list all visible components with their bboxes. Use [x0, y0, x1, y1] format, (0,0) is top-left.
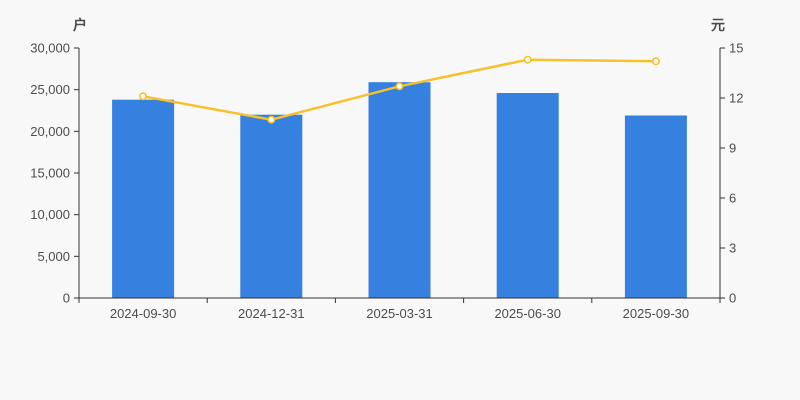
axis-labels: 0 5,000 10,000 15,000 20,000 25,000 30,000 0 3 6 9… — [30, 41, 743, 322]
x-category-label: 2024-09-30 — [110, 306, 177, 321]
bar-2024-09-30[interactable] — [112, 99, 175, 298]
left-tick-label: 0 — [63, 291, 70, 306]
line-point-2025-03-31[interactable] — [395, 82, 404, 91]
bar-2024-12-31[interactable] — [240, 114, 303, 298]
left-tick-label: 25,000 — [30, 82, 70, 97]
right-tick-label: 12 — [729, 91, 743, 106]
x-category-label: 2025-06-30 — [494, 306, 561, 321]
left-tick-label: 20,000 — [30, 124, 70, 139]
left-tick-label: 10,000 — [30, 207, 70, 222]
line-series — [139, 55, 660, 124]
right-axis-unit-label: 元 — [711, 17, 725, 33]
right-tick-label: 6 — [729, 191, 736, 206]
x-category-label: 2025-09-30 — [623, 306, 690, 321]
bar-2025-03-31[interactable] — [368, 82, 431, 298]
x-category-label: 2024-12-31 — [238, 306, 305, 321]
right-tick-label: 3 — [729, 241, 736, 256]
line-point-2025-09-30[interactable] — [651, 57, 660, 66]
left-tick-label: 5,000 — [37, 249, 70, 264]
right-tick-label: 0 — [729, 291, 736, 306]
right-tick-label: 15 — [729, 41, 743, 56]
line-point-2024-09-30[interactable] — [139, 92, 148, 101]
bar-2025-09-30[interactable] — [624, 115, 687, 299]
axes — [74, 47, 725, 303]
bar-series — [112, 82, 687, 298]
left-axis-unit-label: 户 — [73, 17, 87, 33]
bar-2025-06-30[interactable] — [496, 93, 559, 298]
left-tick-label: 15,000 — [30, 166, 70, 181]
left-tick-label: 30,000 — [30, 41, 70, 56]
x-category-label: 2025-03-31 — [366, 306, 433, 321]
right-tick-label: 9 — [729, 141, 736, 156]
line-point-2025-06-30[interactable] — [523, 55, 532, 64]
line-point-2024-12-31[interactable] — [267, 115, 276, 124]
